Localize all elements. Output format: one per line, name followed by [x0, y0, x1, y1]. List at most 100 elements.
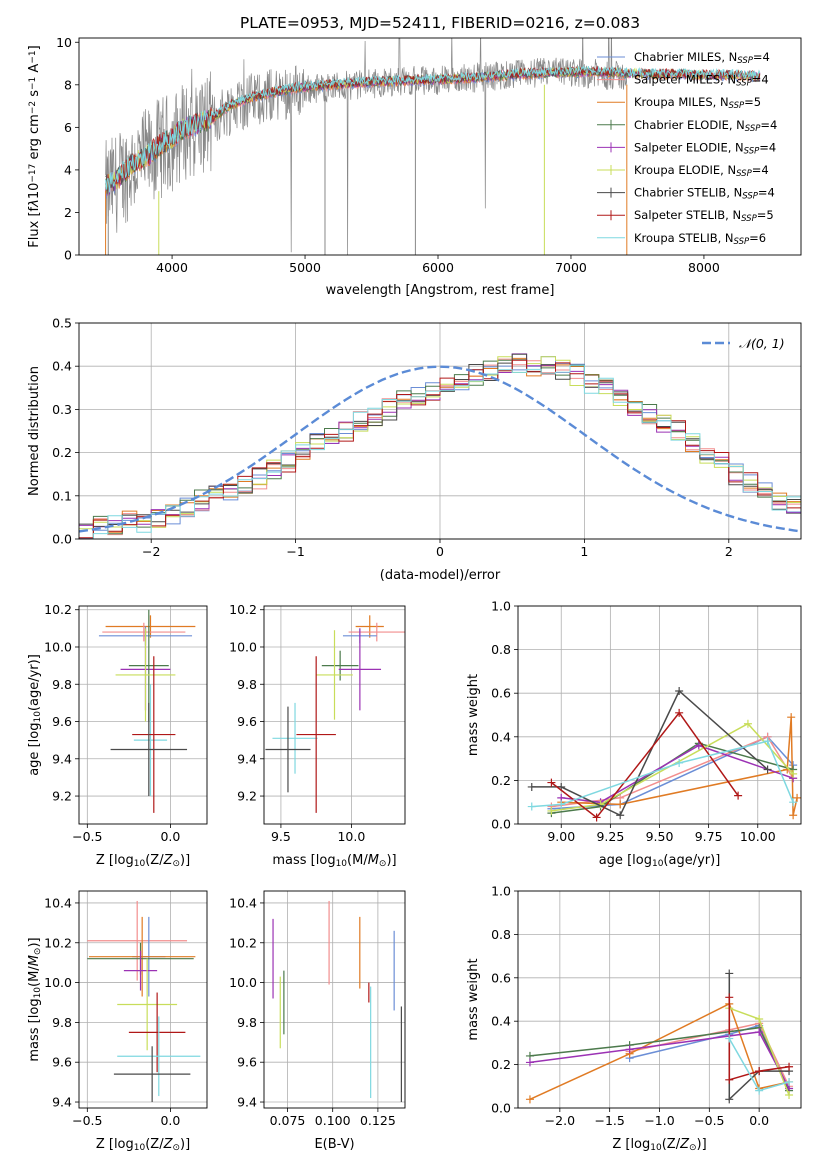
label-subscript: ⊙ — [172, 1143, 180, 1153]
plus-marker — [675, 708, 684, 717]
label-subscript: 10 — [33, 711, 43, 723]
plus-marker — [755, 1015, 764, 1024]
plus-marker — [616, 811, 625, 820]
x-tick-label: 9.50 — [646, 829, 674, 844]
label-subscript: 10 — [336, 859, 348, 869]
mass-weight-line — [551, 735, 794, 810]
x-tick-label: −2 — [142, 544, 160, 559]
y-axis-label: age [log10(age/yr)] — [27, 654, 43, 776]
label-part: log — [114, 853, 134, 868]
label-subscript: λ — [27, 199, 42, 208]
x-tick-label: 0.0 — [749, 1113, 769, 1128]
y-tick-label: 9.6 — [52, 1055, 72, 1070]
x-tick-label: −2.0 — [545, 1113, 575, 1128]
legend-subscript: SSP — [729, 101, 745, 111]
y-tick-label: 0.2 — [52, 445, 72, 460]
legend-subscript: SSP — [742, 192, 758, 202]
legend-label: Chabrier ELODIE, NSSP=4 — [634, 118, 777, 134]
y-tick-label: 10.2 — [44, 602, 72, 617]
label-part: 10 — [27, 183, 42, 200]
y-tick-label: 0.1 — [52, 488, 72, 503]
label-part: Z [ — [96, 1137, 114, 1152]
x-tick-label: 7000 — [555, 260, 587, 275]
y-tick-label: 10.2 — [229, 935, 257, 950]
y-tick-label: 10.4 — [229, 895, 257, 910]
legend-label: Chabrier STELIB, NSSP=4 — [634, 186, 775, 202]
y-tick-label: 2 — [64, 205, 72, 220]
plus-marker — [785, 1077, 794, 1086]
y-axis-label: Normed distribution — [27, 366, 42, 496]
panel-residuals: −2 −1 0 1 2 0.0 0.1 0.2 0.3 0.4 0.5 (data-model)/er… — [27, 316, 802, 583]
y-tick-label: 1.0 — [491, 599, 511, 614]
plus-marker — [725, 993, 734, 1002]
y-tick-label: 9.4 — [52, 1095, 72, 1110]
legend-text: =5 — [757, 208, 774, 222]
legend-subscript: SSP — [745, 124, 761, 134]
grid — [518, 605, 801, 825]
legend-label: Salpeter STELIB, NSSP=5 — [634, 208, 774, 224]
legend-label: Kroupa STELIB, NSSP=6 — [634, 231, 766, 247]
plus-marker — [525, 1095, 534, 1104]
x-tick-label: 9.25 — [596, 829, 624, 844]
y-tick-label: 9.6 — [237, 1055, 257, 1070]
y-tick-label: 0.4 — [491, 1014, 511, 1029]
panel-mass_vs_Z: −0.5 0.09.49.69.810.010.210.4Z [log10(Z/Z… — [27, 890, 208, 1153]
y-tick-label: 10.0 — [44, 975, 72, 990]
legend-text: =4 — [752, 73, 769, 87]
x-axis-label: age [log10(age/yr)] — [599, 853, 721, 869]
y-tick-label: 0.2 — [491, 773, 511, 788]
label-part: (Z/ — [145, 1137, 164, 1152]
plus-marker — [625, 1045, 634, 1054]
label-subscript: 10 — [33, 987, 43, 999]
y-tick-label: 0.0 — [491, 1101, 511, 1116]
x-tick-label: 0 — [436, 544, 444, 559]
y-tick-label: 0.5 — [52, 316, 72, 331]
plus-marker — [675, 687, 684, 696]
panel-age_vs_mass: 9.5 10.0 9.2 9.4 9.6 9.8 10.0 10.2 mass [log10(M… — [229, 602, 406, 869]
axes-frame — [517, 605, 802, 825]
legend-label: Kroupa ELODIE, NSSP=4 — [634, 163, 769, 179]
y-tick-label: 8 — [64, 77, 72, 92]
legend-text: =4 — [753, 50, 770, 64]
plus-marker — [725, 1075, 734, 1084]
panel-mass_weight_vs_Z: −2.0 −1.5 −1.0 −0.5 0.0 0.0 0.2 0.4 0.6 0.8 1.0 Z [… — [466, 884, 802, 1153]
label-subscript: ⊙ — [172, 859, 180, 869]
plus-marker — [763, 737, 772, 746]
panel-spectrum: 4000 5000 6000 7000 8000 0 2 4 6 8 10 wavelength [A… — [27, 35, 802, 298]
x-tick-label: −1 — [286, 544, 304, 559]
y-tick-label: 9.8 — [52, 1015, 72, 1030]
label-part: log — [27, 998, 42, 1018]
figure-title: PLATE=0953, MJD=52411, FIBERID=0216, z=0… — [240, 14, 640, 32]
y-tick-label: 0 — [64, 248, 72, 263]
y-tick-label: 9.4 — [237, 1095, 257, 1110]
y-tick-label: 9.6 — [52, 714, 72, 729]
label-part: log — [632, 853, 652, 868]
legend-text: =4 — [752, 163, 769, 177]
histogram-step — [79, 359, 801, 539]
plot-area — [525, 969, 794, 1104]
x-axis-label: mass [log10(M/M⊙)] — [272, 853, 396, 869]
label-part: M — [27, 955, 42, 966]
axes-frame — [517, 890, 802, 1109]
label-part: mass [ — [272, 853, 315, 868]
x-axis-label: Z [log10(Z/Z⊙)] — [612, 1137, 706, 1153]
grid — [518, 890, 801, 1109]
x-tick-label: 0.0 — [160, 1113, 180, 1128]
histogram-step — [79, 353, 801, 528]
legend-label: Chabrier MILES, NSSP=4 — [634, 50, 770, 66]
legend-text: =5 — [744, 95, 761, 109]
legend-text: Kroupa STELIB, N — [634, 231, 734, 245]
axes-frame — [78, 37, 802, 256]
label-part: (Z/ — [662, 1137, 681, 1152]
label-part: Flux [ — [27, 211, 42, 247]
grid — [79, 891, 207, 1108]
label-part: )] — [180, 853, 190, 868]
legend-text: Chabrier ELODIE, N — [634, 118, 745, 132]
label-subscript: 10 — [134, 859, 146, 869]
plus-marker — [616, 800, 625, 809]
normal-curve — [79, 365, 801, 533]
panel-age_vs_Z: −0.5 0.09.29.49.69.810.010.2Z [log10(Z/Z⊙… — [27, 602, 208, 869]
y-tick-label: 0.4 — [491, 729, 511, 744]
